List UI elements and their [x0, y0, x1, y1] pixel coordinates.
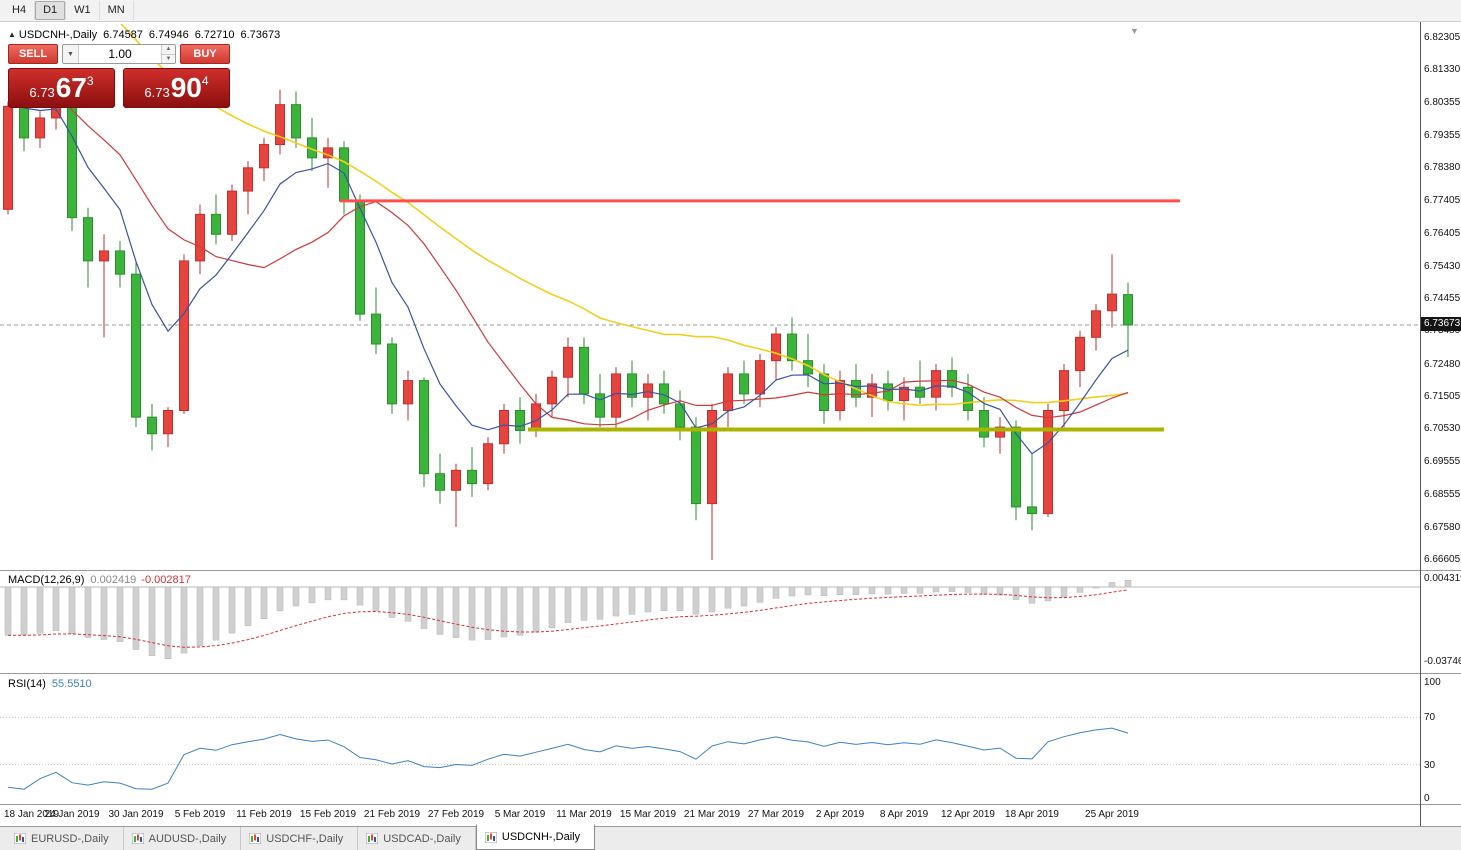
- quote-high: 6.74946: [148, 29, 189, 41]
- timeframe-toolbar: H4 D1 W1 MN: [0, 0, 1461, 22]
- volume-input[interactable]: [79, 45, 161, 63]
- chart-tab-icon: [131, 833, 144, 844]
- symbol-tabs: EURUSD-,Daily AUDUSD-,Daily USDCHF-,Daily U…: [0, 824, 1461, 850]
- buy-price-tile[interactable]: 6.73 90 4: [123, 68, 230, 108]
- symbol-tab-eurusd[interactable]: EURUSD-,Daily: [6, 827, 124, 850]
- sell-price-big: 67: [55, 72, 87, 103]
- rsi-title: RSI(14): [8, 678, 46, 690]
- rsi-value: 55.5510: [51, 678, 92, 690]
- symbol-tab-usdchf[interactable]: USDCHF-,Daily: [241, 827, 359, 850]
- current-price-badge: 6.73673: [1421, 316, 1461, 331]
- macd-main-value: 0.002419: [90, 574, 137, 586]
- sell-price-prefix: 6.73: [29, 85, 55, 100]
- chart-tab-icon: [366, 833, 379, 844]
- buy-button[interactable]: BUY: [180, 44, 230, 64]
- volume-step-down[interactable]: ▼: [162, 54, 175, 63]
- volume-steppers: ▲ ▼: [161, 45, 175, 63]
- sell-button[interactable]: SELL: [8, 44, 58, 64]
- tab-label: AUDUSD-,Daily: [148, 832, 227, 845]
- rsi-indicator-label: RSI(14) 55.5510: [8, 678, 92, 690]
- chart-shift-marker[interactable]: ▼: [1130, 26, 1139, 36]
- chart-tab-icon: [484, 831, 497, 843]
- volume-combo-button[interactable]: ▼: [63, 45, 79, 63]
- timeframe-button-w1[interactable]: W1: [66, 1, 100, 20]
- tab-label: USDCNH-,Daily: [501, 831, 581, 843]
- macd-signal-value: -0.002817: [141, 574, 191, 586]
- symbol-arrow-icon: ▲: [8, 30, 16, 39]
- quote-close: 6.73673: [240, 29, 281, 41]
- sell-price-tile[interactable]: 6.73 67 3: [8, 68, 115, 108]
- timeframe-button-mn[interactable]: MN: [100, 1, 134, 20]
- quote-low: 6.72710: [194, 29, 235, 41]
- chart-tab-icon: [249, 833, 262, 844]
- chart-tab-icon: [14, 833, 26, 844]
- timeframe-button-d1[interactable]: D1: [35, 1, 67, 20]
- timeframe-button-h4[interactable]: H4: [4, 1, 36, 20]
- macd-title: MACD(12,26,9): [8, 574, 85, 586]
- quote-open: 6.74587: [103, 29, 143, 41]
- buy-price-big: 90: [170, 72, 202, 103]
- tab-label: USDCHF-,Daily: [266, 832, 344, 845]
- buy-price-sup: 4: [201, 74, 209, 88]
- sell-price-sup: 3: [86, 74, 94, 88]
- buy-price-prefix: 6.73: [144, 85, 170, 100]
- tab-label: USDCAD-,Daily: [383, 832, 461, 845]
- macd-indicator-label: MACD(12,26,9) 0.002419 -0.002817: [8, 574, 191, 586]
- quote-header: ▲ USDCNH-,Daily 6.74587 6.74946 6.72710 6.736…: [8, 29, 280, 41]
- symbol-tab-usdcnh[interactable]: USDCNH-,Daily: [475, 824, 596, 850]
- tab-label: EURUSD-,Daily: [31, 832, 109, 845]
- one-click-trade-panel: SELL ▼ ▲ ▼ BUY 6.73 67 3 6.73 90 4: [8, 44, 230, 108]
- quote-symbol: USDCNH-,Daily: [18, 29, 98, 41]
- volume-step-up[interactable]: ▲: [162, 45, 175, 55]
- volume-control: ▼ ▲ ▼: [62, 44, 176, 64]
- symbol-tab-audusd[interactable]: AUDUSD-,Daily: [124, 827, 242, 850]
- symbol-tab-usdcad[interactable]: USDCAD-,Daily: [358, 827, 476, 850]
